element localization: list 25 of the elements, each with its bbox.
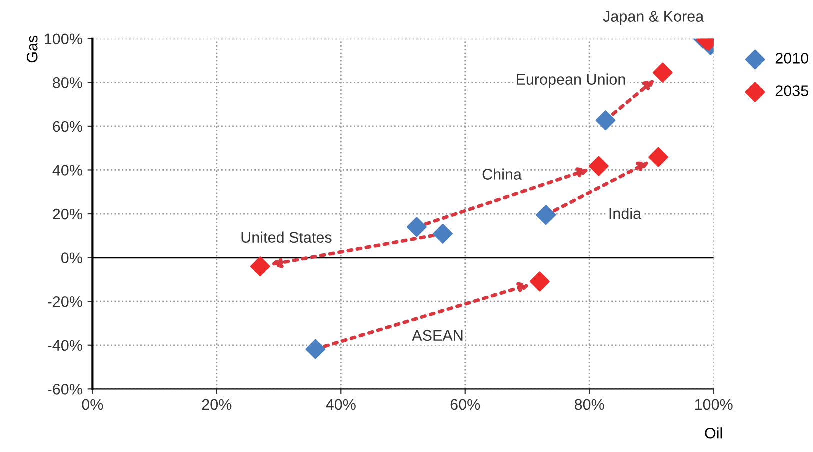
legend-label: 2010 [776, 53, 809, 64]
annotation: China [482, 168, 522, 180]
x-tick-label: 40% [326, 399, 356, 410]
y-tick-label: 40% [52, 165, 82, 176]
y-tick-label: 80% [53, 78, 82, 88]
annotation: United States [242, 232, 332, 243]
legend-label: 2035 [776, 86, 808, 96]
y-tick-label: 100% [45, 34, 82, 45]
y-tick-label: 20% [53, 208, 82, 220]
y-tick-label: -60% [48, 384, 82, 395]
y-tick-label: -40% [48, 340, 82, 352]
annotation: European Union [517, 74, 626, 88]
x-tick-label: 60% [450, 399, 480, 410]
annotation: ASEAN [412, 330, 463, 342]
x-tick-label: 0% [82, 399, 104, 410]
x-tick-label: 80% [574, 399, 604, 410]
x-tick-label: 100% [695, 399, 733, 410]
y-tick-label: -20% [48, 296, 82, 308]
y-tick-label: 60% [53, 121, 82, 132]
x-axis-title: Oil [705, 428, 722, 439]
text: Japan & Korea [603, 11, 704, 25]
annotation: India [610, 208, 642, 220]
x-tick-label: 20% [202, 399, 232, 410]
y-tick-label: 0% [61, 252, 82, 264]
y-axis-title: Gas [26, 36, 38, 63]
